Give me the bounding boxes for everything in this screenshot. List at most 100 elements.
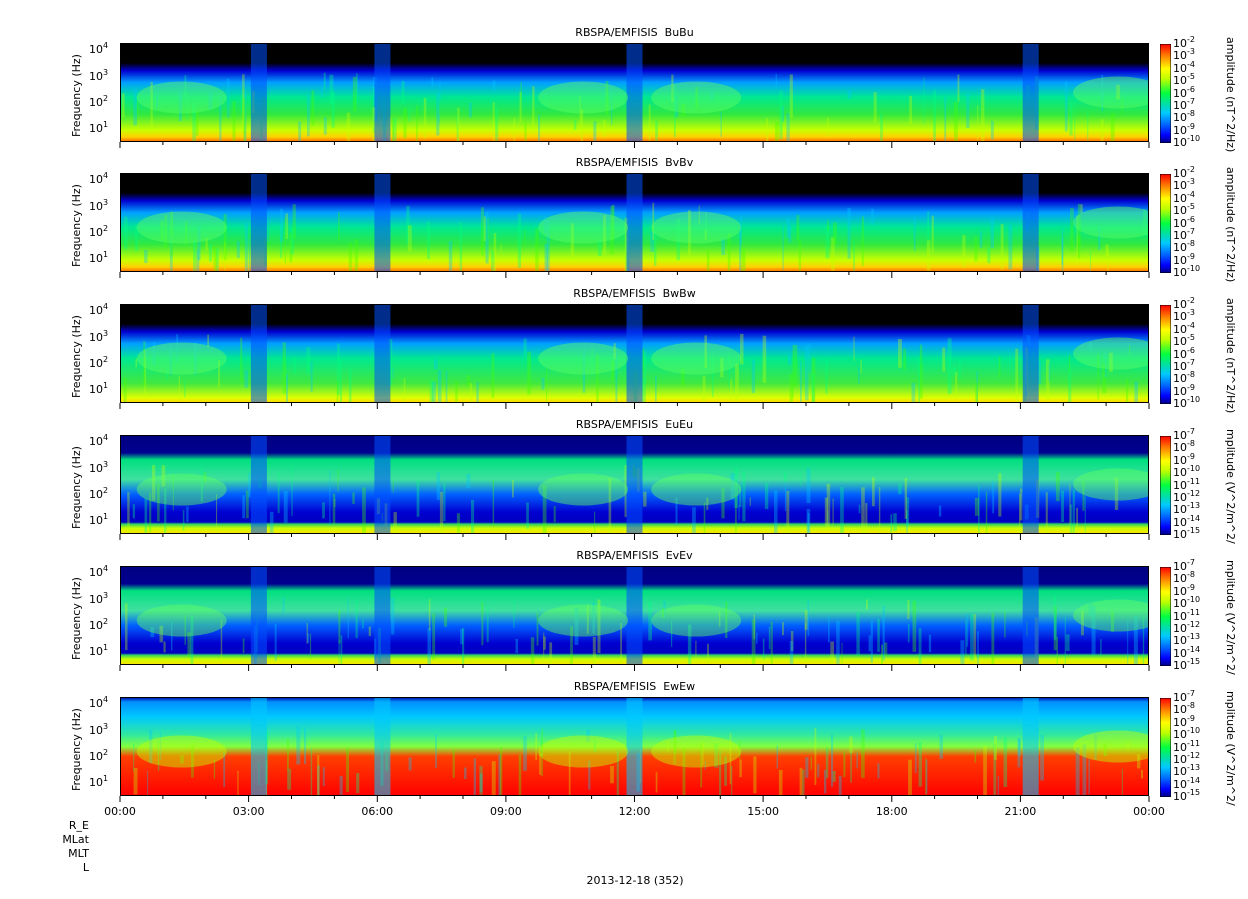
y-tick-label: 104 bbox=[89, 41, 108, 56]
colorbar-tick-base: 10 bbox=[1173, 466, 1187, 480]
spectrogram-texture bbox=[650, 231, 655, 252]
colorbar-tick-label: 10-9 bbox=[1173, 383, 1195, 398]
colorbar-tick-base: 10 bbox=[1173, 503, 1187, 517]
spectrogram-texture bbox=[362, 487, 366, 534]
spectrogram-texture bbox=[283, 490, 288, 523]
spectrogram-texture bbox=[163, 641, 166, 653]
spectrogram-texture bbox=[520, 81, 522, 101]
spectrogram-texture bbox=[176, 334, 178, 362]
spectrogram-texture bbox=[133, 88, 137, 126]
y-tick-exponent: 4 bbox=[103, 41, 109, 50]
spectrogram-texture bbox=[515, 639, 518, 654]
spectrogram-texture bbox=[987, 247, 991, 264]
colorbar-tick-exponent: -15 bbox=[1187, 788, 1201, 797]
y-tick-label: 102 bbox=[89, 355, 108, 370]
spectrogram-texture bbox=[720, 357, 724, 378]
spectrogram-texture bbox=[1134, 381, 1139, 403]
spectrogram-texture bbox=[125, 603, 128, 651]
spectrogram-texture bbox=[159, 625, 164, 643]
y-tick-base: 10 bbox=[89, 200, 103, 213]
spectrogram-texture bbox=[843, 752, 846, 778]
spectrogram-texture bbox=[436, 93, 440, 136]
spectrogram-texture bbox=[184, 380, 186, 398]
spectrogram-texture bbox=[704, 761, 706, 770]
y-tick-label: 101 bbox=[89, 512, 108, 527]
spectrogram-burst bbox=[626, 697, 643, 796]
spectrogram-texture bbox=[348, 369, 352, 403]
colorbar-tick-base: 10 bbox=[1173, 298, 1187, 311]
spectrogram-texture bbox=[913, 217, 916, 251]
spectrogram-texture bbox=[925, 759, 928, 794]
colorbar-tick-label: 10-8 bbox=[1173, 109, 1195, 124]
spectrogram-texture bbox=[804, 622, 807, 662]
colorbar-tick-base: 10 bbox=[1173, 167, 1187, 180]
spectrogram-texture bbox=[907, 624, 910, 643]
colorbar-tick-exponent: -10 bbox=[1187, 395, 1201, 404]
spectrogram-texture bbox=[216, 248, 219, 272]
colorbar-tick-label: 10-8 bbox=[1173, 570, 1195, 585]
y-tick-exponent: 2 bbox=[103, 355, 109, 364]
spectrogram-texture bbox=[323, 117, 327, 135]
spectrogram-texture bbox=[182, 509, 185, 531]
y-tick-base: 10 bbox=[89, 619, 103, 632]
spectrogram-texture bbox=[880, 113, 883, 142]
colorbar-tick-base: 10 bbox=[1173, 372, 1187, 386]
y-tick-exponent: 4 bbox=[103, 564, 109, 573]
spectrogram-texture bbox=[955, 372, 958, 398]
spectrogram-texture bbox=[1053, 606, 1057, 651]
spectrogram-texture bbox=[724, 756, 727, 786]
spectrogram-texture bbox=[293, 357, 297, 374]
spectrogram-texture bbox=[427, 221, 430, 260]
spectrogram-texture bbox=[172, 475, 174, 511]
colorbar-tick-label: 10-7 bbox=[1173, 427, 1195, 442]
spectrogram-texture bbox=[965, 620, 967, 655]
colorbar-tick-exponent: -10 bbox=[1187, 726, 1201, 736]
spectrogram-texture bbox=[306, 346, 311, 374]
colorbar-tick-base: 10 bbox=[1173, 74, 1187, 88]
spectrogram-texture bbox=[232, 100, 236, 142]
colorbar-tick-exponent: -5 bbox=[1187, 202, 1195, 212]
spectrogram-texture bbox=[810, 756, 813, 770]
spectrogram-texture bbox=[1053, 596, 1057, 640]
y-tick-exponent: 1 bbox=[103, 120, 109, 129]
spectrogram-texture bbox=[1082, 480, 1085, 511]
spectrogram-texture bbox=[543, 632, 545, 665]
colorbar-tick-base: 10 bbox=[1173, 646, 1187, 660]
y-tick-exponent: 2 bbox=[103, 94, 109, 103]
spectrogram-texture bbox=[702, 375, 706, 403]
spectrogram-texture bbox=[977, 631, 979, 665]
spectrogram-texture bbox=[1008, 224, 1013, 270]
spectrogram-texture bbox=[592, 602, 595, 634]
spectrogram-texture bbox=[338, 640, 340, 664]
colorbar-tick-base: 10 bbox=[1173, 179, 1187, 193]
spectrogram-texture bbox=[1110, 113, 1115, 142]
spectrogram-texture bbox=[340, 635, 343, 665]
spectrogram-texture bbox=[877, 618, 880, 652]
spectrogram-texture bbox=[340, 360, 342, 403]
spectrogram-texture bbox=[878, 487, 881, 534]
colorbar-tick-label: 10-10 bbox=[1173, 595, 1200, 610]
spectrogram-feature bbox=[1073, 76, 1149, 109]
spectrogram-texture bbox=[481, 207, 484, 256]
spectrogram-texture bbox=[1076, 507, 1078, 534]
spectrogram-texture bbox=[926, 240, 931, 272]
spectrogram-texture bbox=[906, 497, 910, 527]
spectrogram-texture bbox=[205, 238, 208, 251]
spectrogram-texture bbox=[144, 350, 147, 395]
spectrogram-texture bbox=[1101, 75, 1104, 112]
spectrogram-texture bbox=[853, 336, 855, 361]
spectrogram-texture bbox=[858, 366, 860, 384]
spectrogram-texture bbox=[284, 217, 286, 264]
spectrogram-panel bbox=[120, 435, 1149, 534]
y-tick-base: 10 bbox=[89, 173, 103, 186]
spectrogram-feature bbox=[538, 604, 629, 637]
spectrogram-texture bbox=[861, 487, 865, 534]
spectrogram-texture bbox=[150, 82, 153, 134]
spectrogram-texture bbox=[655, 120, 658, 142]
colorbar-label: amplitude (nT^2/Hz) bbox=[1224, 37, 1237, 153]
y-tick-exponent: 4 bbox=[103, 433, 109, 442]
y-tick-base: 10 bbox=[89, 593, 103, 606]
spectrogram-feature bbox=[651, 604, 742, 637]
colorbar-tick-base: 10 bbox=[1173, 453, 1187, 467]
spectrogram-texture bbox=[290, 226, 294, 255]
